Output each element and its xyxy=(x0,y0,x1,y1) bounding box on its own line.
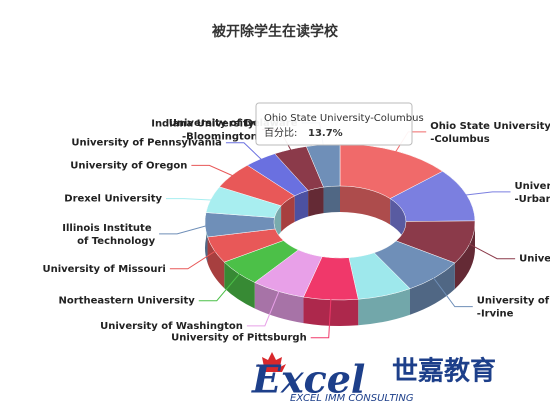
leader-line xyxy=(159,224,211,235)
slice-label: University of Pittsburgh xyxy=(171,333,307,344)
leader-line xyxy=(310,296,332,339)
leader-line xyxy=(225,142,264,162)
slice-inner-side xyxy=(340,186,391,225)
leader-line xyxy=(169,248,219,270)
slice-label: University of Illinois -Urbana-Champaign xyxy=(515,181,550,205)
donut xyxy=(204,143,476,326)
tooltip-label: 百分比: xyxy=(264,127,297,139)
leader-line xyxy=(166,198,216,201)
slice-label: University of Oregon xyxy=(70,160,187,171)
slice-label: University of Arizona xyxy=(519,254,550,265)
tooltip-title: Ohio State University-Columbus xyxy=(264,113,424,124)
watermark-bg xyxy=(248,348,550,406)
slice-label: Indiana University -Bloomington xyxy=(151,119,258,143)
leader-line xyxy=(431,274,473,308)
slice-inner-side xyxy=(294,190,309,222)
slice-outer-side xyxy=(454,220,475,289)
chart-title: 被开除学生在读学校 xyxy=(212,23,339,40)
leader-line xyxy=(246,288,281,327)
watermark: Excel 世嘉教育 EXCEL IMM CONSULTING xyxy=(248,348,550,406)
maple-leaf xyxy=(258,352,286,372)
slice-outer-side xyxy=(303,297,359,326)
labels: Ohio State University -Columbus Universit… xyxy=(42,118,550,344)
slice-inner-side xyxy=(323,186,340,214)
slice-outer-side xyxy=(224,262,255,309)
slice-outer-side xyxy=(358,288,411,326)
leader-line xyxy=(198,270,243,302)
tooltip-value: 13.7% xyxy=(308,128,343,139)
leader-line xyxy=(465,241,516,260)
slice-outer-side xyxy=(254,282,304,324)
leader-line xyxy=(461,191,511,197)
slice-label: University of California -Irvine xyxy=(477,296,550,320)
slice-outer-side xyxy=(207,237,225,289)
brand-sub: EXCEL IMM CONSULTING xyxy=(290,393,414,404)
tooltip-box xyxy=(255,102,413,146)
slice-label: University of Washington xyxy=(100,321,243,332)
slice-label: University of Pennsylvania xyxy=(71,138,222,149)
tooltip: Ohio State University-Columbus 百分比: 13.7… xyxy=(255,102,424,146)
brand: Excel xyxy=(251,357,365,402)
slice-label: Ohio State University -Columbus xyxy=(430,121,550,145)
slice-label: University of Delaware xyxy=(169,118,298,129)
slice-outer-side xyxy=(410,262,455,315)
slice-label: Illinois Institute of Technology xyxy=(62,223,155,247)
slice-label: Northeastern University xyxy=(59,296,196,307)
slice-inner-side xyxy=(308,187,324,217)
leader-line xyxy=(191,164,237,178)
slice-label: University of Missouri xyxy=(42,264,165,275)
slice-inner-side xyxy=(281,195,295,232)
slice-label: Drexel University xyxy=(64,194,162,205)
brand-chinese: 世嘉教育 xyxy=(392,356,496,387)
